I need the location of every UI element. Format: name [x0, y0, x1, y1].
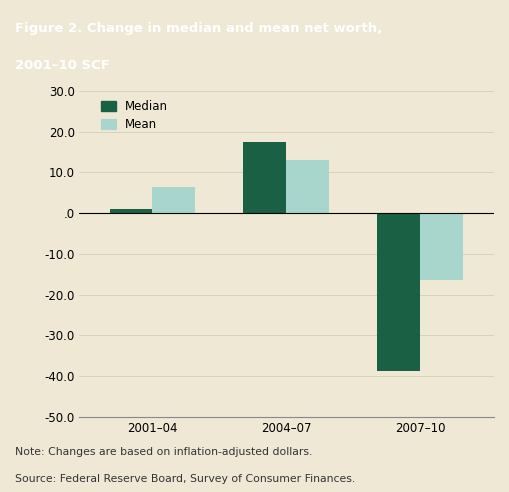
Bar	[153, 186, 195, 213]
Text: Figure 2. Change in median and mean net worth,: Figure 2. Change in median and mean net …	[15, 22, 383, 34]
Bar	[420, 213, 463, 280]
Bar	[286, 160, 329, 213]
Text: Note: Changes are based on inflation-adjusted dollars.: Note: Changes are based on inflation-adj…	[15, 447, 313, 457]
Text: 2001–10 SCF: 2001–10 SCF	[15, 59, 110, 71]
Bar	[243, 142, 286, 213]
Bar	[109, 209, 153, 213]
Legend: Median, Mean: Median, Mean	[101, 100, 168, 131]
Bar	[377, 213, 420, 371]
Text: Source: Federal Reserve Board, Survey of Consumer Finances.: Source: Federal Reserve Board, Survey of…	[15, 474, 355, 484]
